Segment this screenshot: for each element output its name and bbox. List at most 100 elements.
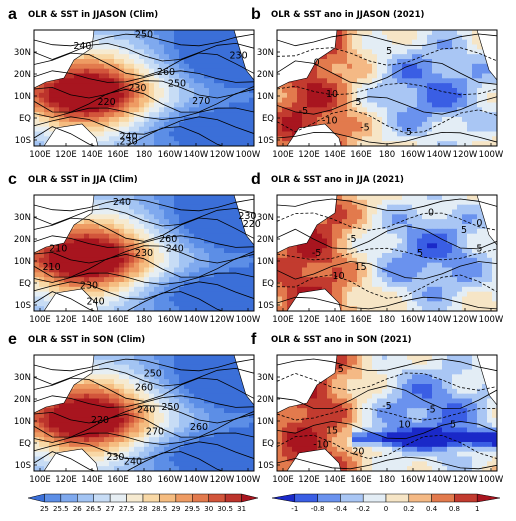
grid-cell [292,286,298,293]
grid-cell [154,30,160,36]
grid-cell [194,262,200,268]
grid-cell [487,301,493,307]
grid-cell [477,272,483,278]
grid-cell [149,102,155,108]
grid-cell [287,257,293,264]
grid-cell [149,219,155,225]
grid-cell [224,83,230,89]
grid-cell [427,238,433,244]
grid-cell [99,49,105,55]
grid-cell [74,59,80,65]
grid-cell [337,136,343,142]
x-tick-label: 140E [324,150,346,160]
grid-cell [224,117,230,123]
grid-cell [397,257,403,264]
grid-cell [422,112,428,118]
grid-cell [397,306,403,311]
grid-cell [169,262,175,268]
grid-cell [452,141,458,146]
grid-cell [164,59,170,65]
grid-cell [407,209,413,215]
grid-cell [372,131,378,137]
grid-cell [144,97,150,103]
grid-cell [199,224,205,230]
grid-cell [472,63,478,70]
grid-cell [199,233,205,239]
grid-cell [457,301,463,307]
grid-cell [199,204,205,210]
grid-cell [249,296,254,302]
grid-cell [392,282,398,288]
grid-cell [377,102,383,108]
grid-cell [209,253,215,259]
grid-cell [224,112,230,118]
grid-cell [392,63,398,70]
grid-cell [392,141,398,146]
grid-cell [437,228,443,235]
grid-cell [407,83,413,89]
grid-cell [362,233,368,239]
grid-cell [164,209,170,215]
grid-cell [219,39,225,45]
grid-cell [199,88,205,94]
contour-line [277,109,497,134]
grid-cell [89,286,95,293]
grid-cell [402,243,408,249]
grid-cell [407,243,413,249]
grid-cell [452,59,458,65]
grid-cell [114,199,120,206]
grid-cell [104,121,110,128]
grid-cell [487,291,493,297]
grid-cell [317,233,323,239]
grid-cell [452,54,458,60]
grid-cell [317,73,323,79]
grid-cell [372,306,378,311]
grid-cell [114,30,120,36]
grid-cell [347,73,353,79]
grid-cell [179,112,185,118]
grid-cell [482,228,488,235]
grid-cell [229,267,235,273]
x-tick-label: 160W [401,150,426,160]
grid-cell [94,369,100,375]
grid-cell [492,282,497,288]
grid-cell [297,78,303,84]
grid-cell [119,398,125,404]
grid-cell [457,83,463,89]
grid-cell [457,238,463,244]
grid-cell [189,102,195,108]
grid-cell [79,228,85,235]
grid-cell [452,97,458,103]
grid-cell [467,141,473,146]
grid-cell [204,388,210,395]
grid-cell [372,102,378,108]
grid-cell [427,88,433,94]
grid-cell [204,73,210,79]
grid-cell [452,243,458,249]
grid-cell [194,49,200,55]
grid-cell [154,267,160,273]
grid-cell [39,286,45,293]
grid-cell [437,243,443,249]
grid-cell [169,238,175,244]
grid-cell [59,413,65,419]
grid-cell [164,286,170,293]
grid-cell [347,228,353,235]
grid-cell [64,257,70,264]
grid-cell [199,398,205,404]
grid-cell [372,92,378,99]
grid-cell [342,78,348,84]
grid-cell [229,34,235,41]
grid-cell [352,112,358,118]
grid-cell [397,131,403,137]
x-tick-label: 180 [136,150,152,160]
grid-cell [99,141,105,146]
grid-cell [372,282,378,288]
grid-cell [372,141,378,146]
grid-cell [352,54,358,60]
grid-cell [199,388,205,395]
grid-cell [199,83,205,89]
grid-cell [84,243,90,249]
grid-cell [149,379,155,385]
grid-cell [342,286,348,293]
